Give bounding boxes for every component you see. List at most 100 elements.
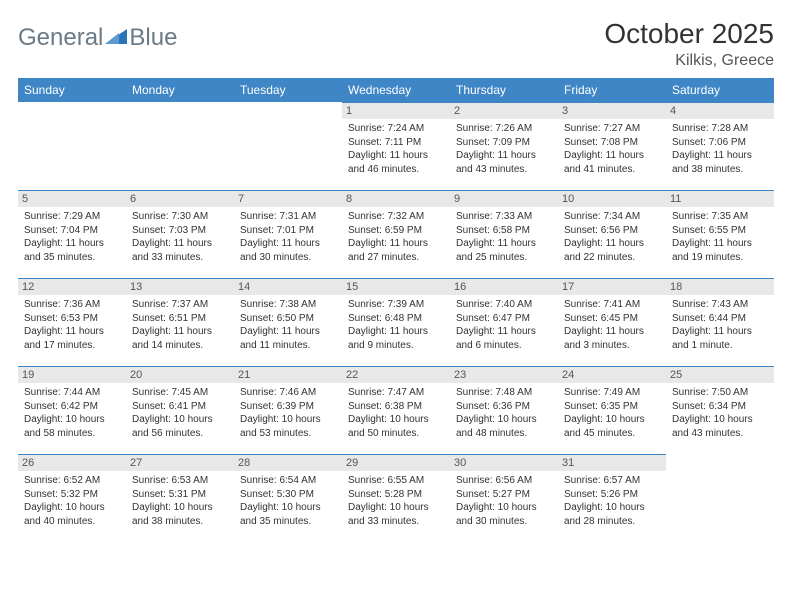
day-number: 29 [342,454,450,471]
dayhdr-monday: Monday [126,78,234,102]
dayhdr-friday: Friday [558,78,666,102]
day-info: Sunrise: 7:46 AMSunset: 6:39 PMDaylight:… [240,386,336,440]
calendar-cell: 4 Sunrise: 7:28 AMSunset: 7:06 PMDaylight… [666,102,774,190]
day-number: 26 [18,454,126,471]
day-info: Sunrise: 7:44 AMSunset: 6:42 PMDaylight:… [24,386,120,440]
dayhdr-wednesday: Wednesday [342,78,450,102]
dayhdr-thursday: Thursday [450,78,558,102]
day-number: 28 [234,454,342,471]
day-number: 4 [666,102,774,119]
logo-mark-icon [105,23,127,41]
day-number: 3 [558,102,666,119]
day-info: Sunrise: 7:36 AMSunset: 6:53 PMDaylight:… [24,298,120,352]
calendar-cell: 25 Sunrise: 7:50 AMSunset: 6:34 PMDayligh… [666,366,774,454]
title-block: October 2025 Kilkis, Greece [604,18,774,70]
calendar-cell: 20 Sunrise: 7:45 AMSunset: 6:41 PMDayligh… [126,366,234,454]
calendar-cell: 26 Sunrise: 6:52 AMSunset: 5:32 PMDayligh… [18,454,126,542]
day-info: Sunrise: 7:48 AMSunset: 6:36 PMDaylight:… [456,386,552,440]
calendar-cell [234,102,342,190]
day-info: Sunrise: 7:37 AMSunset: 6:51 PMDaylight:… [132,298,228,352]
day-number: 22 [342,366,450,383]
day-number: 31 [558,454,666,471]
day-number: 17 [558,278,666,295]
day-info: Sunrise: 7:30 AMSunset: 7:03 PMDaylight:… [132,210,228,264]
calendar-cell: 10 Sunrise: 7:34 AMSunset: 6:56 PMDayligh… [558,190,666,278]
day-number: 1 [342,102,450,119]
day-number: 18 [666,278,774,295]
day-number: 27 [126,454,234,471]
day-number: 14 [234,278,342,295]
calendar-cell: 15Sunrise: 7:39 AMSunset: 6:48 PMDayligh… [342,278,450,366]
day-info: Sunrise: 7:33 AMSunset: 6:58 PMDaylight:… [456,210,552,264]
dayhdr-tuesday: Tuesday [234,78,342,102]
calendar-cell [18,102,126,190]
day-number: 13 [126,278,234,295]
day-info: Sunrise: 6:54 AMSunset: 5:30 PMDaylight:… [240,474,336,528]
day-number: 6 [126,190,234,207]
logo-text-1: General [18,24,103,52]
day-info: Sunrise: 7:41 AMSunset: 6:45 PMDaylight:… [564,298,660,352]
calendar-week-row: 19 Sunrise: 7:44 AMSunset: 6:42 PMDayligh… [18,366,774,454]
calendar-cell: 3 Sunrise: 7:27 AMSunset: 7:08 PMDaylight… [558,102,666,190]
calendar-cell: 31 Sunrise: 6:57 AMSunset: 5:26 PMDayligh… [558,454,666,542]
calendar-cell: 8Sunrise: 7:32 AMSunset: 6:59 PMDaylight… [342,190,450,278]
day-info: Sunrise: 6:56 AMSunset: 5:27 PMDaylight:… [456,474,552,528]
day-info: Sunrise: 7:29 AMSunset: 7:04 PMDaylight:… [24,210,120,264]
day-number: 5 [18,190,126,207]
day-info: Sunrise: 7:49 AMSunset: 6:35 PMDaylight:… [564,386,660,440]
day-number: 30 [450,454,558,471]
calendar-cell: 17 Sunrise: 7:41 AMSunset: 6:45 PMDayligh… [558,278,666,366]
calendar-cell: 28 Sunrise: 6:54 AMSunset: 5:30 PMDayligh… [234,454,342,542]
calendar-cell: 11 Sunrise: 7:35 AMSunset: 6:55 PMDayligh… [666,190,774,278]
day-info: Sunrise: 7:39 AMSunset: 6:48 PMDaylight:… [348,298,444,352]
day-number: 12 [18,278,126,295]
calendar-cell: 2Sunrise: 7:26 AMSunset: 7:09 PMDaylight… [450,102,558,190]
calendar-cell: 19 Sunrise: 7:44 AMSunset: 6:42 PMDayligh… [18,366,126,454]
day-info: Sunrise: 7:34 AMSunset: 6:56 PMDaylight:… [564,210,660,264]
calendar-table: Sunday Monday Tuesday Wednesday Thursday… [18,78,774,542]
day-info: Sunrise: 7:35 AMSunset: 6:55 PMDaylight:… [672,210,768,264]
day-info: Sunrise: 7:45 AMSunset: 6:41 PMDaylight:… [132,386,228,440]
day-info: Sunrise: 7:27 AMSunset: 7:08 PMDaylight:… [564,122,660,176]
calendar-cell: 16Sunrise: 7:40 AMSunset: 6:47 PMDayligh… [450,278,558,366]
calendar-cell: 18 Sunrise: 7:43 AMSunset: 6:44 PMDayligh… [666,278,774,366]
page-title: October 2025 [604,18,774,50]
day-info: Sunrise: 6:55 AMSunset: 5:28 PMDaylight:… [348,474,444,528]
day-number: 2 [450,102,558,119]
day-number: 21 [234,366,342,383]
calendar-week-row: 1Sunrise: 7:24 AMSunset: 7:11 PMDaylight… [18,102,774,190]
day-info: Sunrise: 6:53 AMSunset: 5:31 PMDaylight:… [132,474,228,528]
day-info: Sunrise: 7:47 AMSunset: 6:38 PMDaylight:… [348,386,444,440]
calendar-cell: 21 Sunrise: 7:46 AMSunset: 6:39 PMDayligh… [234,366,342,454]
day-number: 25 [666,366,774,383]
day-number: 11 [666,190,774,207]
day-number: 7 [234,190,342,207]
day-number: 10 [558,190,666,207]
dayhdr-saturday: Saturday [666,78,774,102]
calendar-cell: 23 Sunrise: 7:48 AMSunset: 6:36 PMDayligh… [450,366,558,454]
day-info: Sunrise: 7:32 AMSunset: 6:59 PMDaylight:… [348,210,444,264]
day-number: 16 [450,278,558,295]
day-info: Sunrise: 6:57 AMSunset: 5:26 PMDaylight:… [564,474,660,528]
day-info: Sunrise: 7:50 AMSunset: 6:34 PMDaylight:… [672,386,768,440]
calendar-cell: 27 Sunrise: 6:53 AMSunset: 5:31 PMDayligh… [126,454,234,542]
day-number: 20 [126,366,234,383]
calendar-week-row: 26 Sunrise: 6:52 AMSunset: 5:32 PMDayligh… [18,454,774,542]
day-info: Sunrise: 7:28 AMSunset: 7:06 PMDaylight:… [672,122,768,176]
header: General Blue October 2025 Kilkis, Greece [18,18,774,70]
day-info: Sunrise: 7:43 AMSunset: 6:44 PMDaylight:… [672,298,768,352]
day-info: Sunrise: 7:38 AMSunset: 6:50 PMDaylight:… [240,298,336,352]
day-number: 19 [18,366,126,383]
calendar-cell: 13 Sunrise: 7:37 AMSunset: 6:51 PMDayligh… [126,278,234,366]
calendar-cell: 9 Sunrise: 7:33 AMSunset: 6:58 PMDaylight… [450,190,558,278]
calendar-cell: 24Sunrise: 7:49 AMSunset: 6:35 PMDayligh… [558,366,666,454]
calendar-week-row: 12 Sunrise: 7:36 AMSunset: 6:53 PMDayligh… [18,278,774,366]
calendar-cell: 7Sunrise: 7:31 AMSunset: 7:01 PMDaylight… [234,190,342,278]
day-number: 9 [450,190,558,207]
day-number: 23 [450,366,558,383]
calendar-cell: 22 Sunrise: 7:47 AMSunset: 6:38 PMDayligh… [342,366,450,454]
logo-text-2: Blue [129,24,177,52]
calendar-header-row: Sunday Monday Tuesday Wednesday Thursday… [18,78,774,102]
day-info: Sunrise: 6:52 AMSunset: 5:32 PMDaylight:… [24,474,120,528]
calendar-cell: 29 Sunrise: 6:55 AMSunset: 5:28 PMDayligh… [342,454,450,542]
